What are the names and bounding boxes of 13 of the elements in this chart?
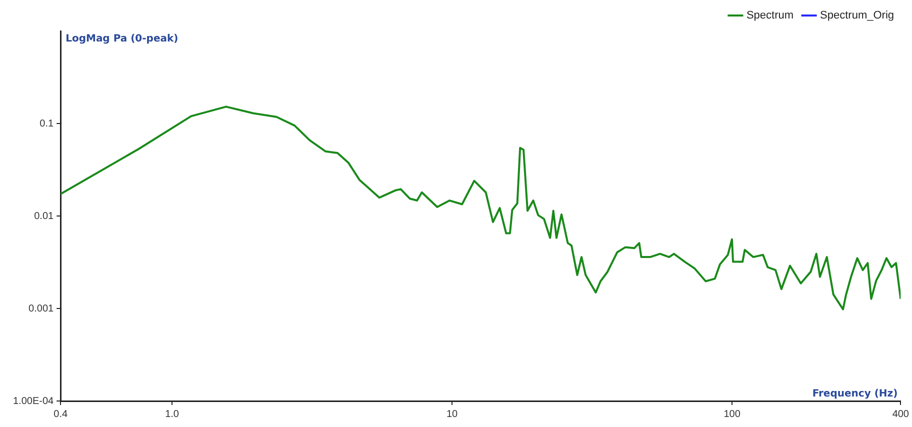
x-tick-label: 10 — [446, 408, 458, 420]
y-tick-label: 0.01 — [34, 210, 54, 222]
x-tick-label: 100 — [724, 408, 741, 420]
y-tick-label: 1.00E-04 — [12, 396, 54, 407]
x-tick-label: 0.4 — [54, 408, 68, 420]
y-tick-label: 0.1 — [40, 118, 54, 130]
legend-label: Spectrum — [746, 10, 794, 22]
x-axis-title: Frequency (Hz) — [812, 388, 898, 400]
legend-label: Spectrum_Orig — [820, 10, 894, 22]
x-tick-label: 1.0 — [165, 408, 180, 420]
x-tick-label: 400 — [892, 408, 910, 420]
y-axis-title: LogMag Pa (0-peak) — [66, 34, 178, 45]
y-tick-label: 0.001 — [28, 303, 54, 314]
